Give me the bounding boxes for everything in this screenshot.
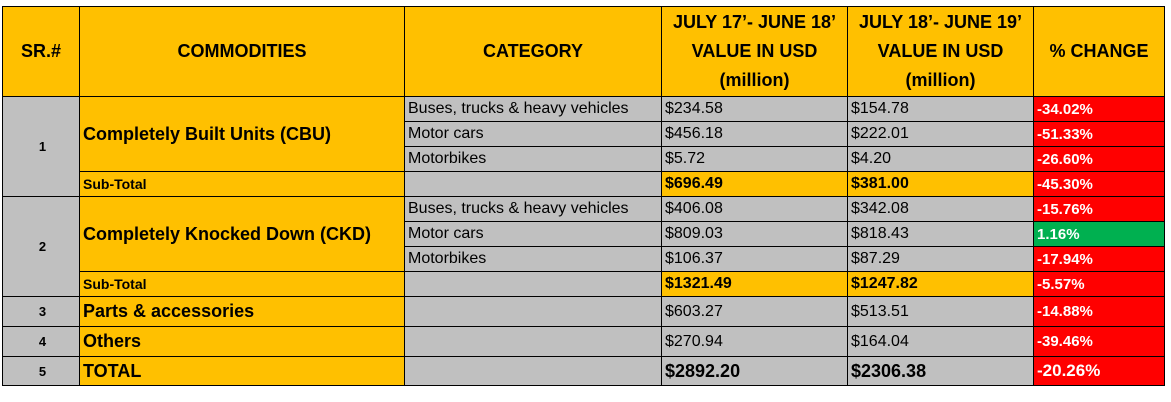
subtotal-value-2: $381.00: [847, 171, 1034, 197]
subtotal-change: -5.57%: [1033, 271, 1165, 297]
total-row: 5 TOTAL $2892.20 $2306.38 -20.26%: [2, 356, 1165, 386]
header-period-1: JULY 17’- JUNE 18’ VALUE IN USD (million…: [661, 6, 848, 97]
empty-category-cell: [404, 271, 662, 297]
commodity-cell: Parts & accessories: [79, 296, 405, 327]
sr-cell: 5: [2, 356, 80, 386]
subtotal-change: -45.30%: [1033, 171, 1165, 197]
table-row: Motor cars $809.03 $818.43 1.16%: [3, 221, 1165, 247]
value-1-cell: $106.37: [661, 246, 848, 272]
period-1-line-1: JULY 17’- JUNE 18’: [672, 12, 837, 32]
value-2-cell: $222.01: [847, 121, 1034, 147]
period-1-line-2: VALUE IN USD: [691, 41, 818, 61]
subtotal-row: Sub-Total $1321.49 $1247.82 -5.57%: [3, 271, 1165, 297]
table-row: 3 Parts & accessories $603.27 $513.51 -1…: [2, 296, 1165, 327]
total-value-1: $2892.20: [661, 356, 848, 386]
empty-category-cell: [404, 356, 662, 386]
subtotal-row: Sub-Total $696.49 $381.00 -45.30%: [3, 171, 1165, 197]
value-1-cell: $456.18: [661, 121, 848, 147]
period-1-line-3: (million): [719, 70, 790, 90]
sr-cell: 2: [2, 196, 80, 297]
subtotal-label: Sub-Total: [79, 171, 405, 197]
header-row: SR.# COMMODITIES CATEGORY JULY 17’- JUNE…: [2, 6, 1165, 97]
header-category: CATEGORY: [404, 6, 662, 97]
period-2-line-2: VALUE IN USD: [877, 41, 1004, 61]
category-cell: Motorbikes: [404, 246, 662, 272]
total-change: -20.26%: [1033, 356, 1165, 386]
category-cell: Motor cars: [404, 221, 662, 247]
header-commodities: COMMODITIES: [79, 6, 405, 97]
commodity-cell: Others: [79, 326, 405, 357]
subtotal-value-2: $1247.82: [847, 271, 1034, 297]
total-label: TOTAL: [79, 356, 405, 386]
subtotal-label: Sub-Total: [79, 271, 405, 297]
value-2-cell: $87.29: [847, 246, 1034, 272]
commodity-cell: Completely Built Units (CBU): [79, 96, 405, 172]
header-change: % CHANGE: [1033, 6, 1165, 97]
subtotal-value-1: $696.49: [661, 171, 848, 197]
table-row: 2 Completely Knocked Down (CKD) Buses, t…: [2, 196, 1165, 297]
value-1-cell: $406.08: [661, 196, 848, 222]
commodity-import-table: SR.# COMMODITIES CATEGORY JULY 17’- JUNE…: [2, 6, 1165, 386]
change-cell: -51.33%: [1033, 121, 1165, 147]
category-cell: Motor cars: [404, 121, 662, 147]
sr-cell: 3: [2, 296, 80, 327]
value-1-cell: $234.58: [661, 96, 848, 122]
change-cell: -39.46%: [1033, 326, 1165, 357]
change-cell: -26.60%: [1033, 146, 1165, 172]
value-2-cell: $164.04: [847, 326, 1034, 357]
category-cell: Motorbikes: [404, 146, 662, 172]
period-2-line-1: JULY 18’- JUNE 19’: [858, 12, 1023, 32]
value-2-cell: $513.51: [847, 296, 1034, 327]
value-2-cell: $154.78: [847, 96, 1034, 122]
value-1-cell: $809.03: [661, 221, 848, 247]
value-1-cell: $603.27: [661, 296, 848, 327]
table-row: Motor cars $456.18 $222.01 -51.33%: [3, 121, 1165, 147]
category-cell: Buses, trucks & heavy vehicles: [404, 96, 662, 122]
header-period-2: JULY 18’- JUNE 19’ VALUE IN USD (million…: [847, 6, 1034, 97]
value-1-cell: $5.72: [661, 146, 848, 172]
header-sr: SR.#: [2, 6, 80, 97]
change-cell: -34.02%: [1033, 96, 1165, 122]
sr-cell: 1: [2, 96, 80, 197]
value-1-cell: $270.94: [661, 326, 848, 357]
category-cell: Buses, trucks & heavy vehicles: [404, 196, 662, 222]
empty-category-cell: [404, 296, 662, 327]
period-2-line-3: (million): [905, 70, 976, 90]
table-row: 4 Others $270.94 $164.04 -39.46%: [2, 326, 1165, 357]
value-2-cell: $4.20: [847, 146, 1034, 172]
subtotal-value-1: $1321.49: [661, 271, 848, 297]
table-row: Motorbikes $5.72 $4.20 -26.60%: [3, 146, 1165, 172]
change-cell: -17.94%: [1033, 246, 1165, 272]
total-value-2: $2306.38: [847, 356, 1034, 386]
change-cell: -15.76%: [1033, 196, 1165, 222]
table-row: 1 Completely Built Units (CBU) Buses, tr…: [2, 96, 1165, 197]
empty-category-cell: [404, 326, 662, 357]
value-2-cell: $342.08: [847, 196, 1034, 222]
change-cell: 1.16%: [1033, 221, 1165, 247]
sr-cell: 4: [2, 326, 80, 357]
value-2-cell: $818.43: [847, 221, 1034, 247]
empty-category-cell: [404, 171, 662, 197]
commodity-cell: Completely Knocked Down (CKD): [79, 196, 405, 272]
change-cell: -14.88%: [1033, 296, 1165, 327]
table-row: Motorbikes $106.37 $87.29 -17.94%: [3, 246, 1165, 272]
